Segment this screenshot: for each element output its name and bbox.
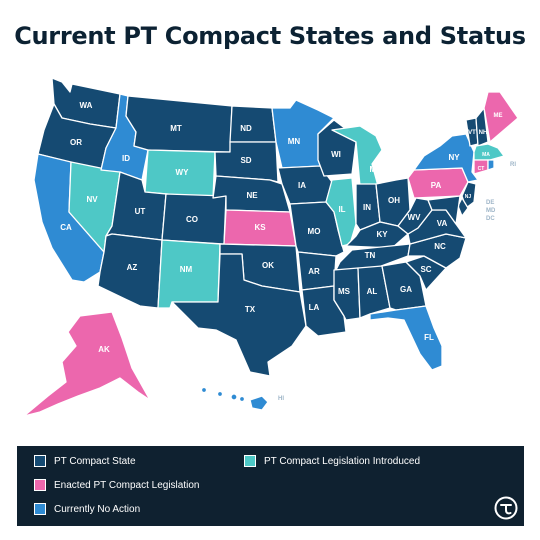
label-ga: GA — [400, 285, 412, 294]
legend-item-introduced: PT Compact Legislation Introduced — [244, 455, 420, 467]
label-il: IL — [338, 205, 345, 214]
state-hi-island-c[interactable] — [230, 393, 238, 401]
label-oh: OH — [388, 196, 400, 205]
label-nc: NC — [434, 242, 446, 251]
label-nv: NV — [86, 195, 98, 204]
legend-label-introduced: PT Compact Legislation Introduced — [264, 455, 421, 467]
state-il[interactable] — [325, 177, 357, 247]
state-md[interactable] — [427, 195, 461, 225]
state-ri[interactable] — [487, 159, 495, 171]
legend-swatch-enacted — [34, 479, 46, 491]
state-fl[interactable] — [369, 305, 443, 371]
state-me[interactable] — [483, 91, 519, 143]
label-az: AZ — [127, 263, 138, 272]
state-tx[interactable] — [171, 253, 307, 377]
label-wy: WY — [176, 168, 190, 177]
label-ks: KS — [254, 223, 266, 232]
state-sc[interactable] — [405, 255, 447, 291]
state-nd[interactable] — [229, 105, 277, 143]
state-hi-island-b[interactable] — [216, 390, 224, 398]
label-me: ME — [494, 113, 503, 119]
label-ne: NE — [246, 191, 258, 200]
legend-swatch-compact — [34, 455, 46, 467]
state-ak[interactable] — [23, 311, 151, 417]
label-al: AL — [367, 287, 378, 296]
label-nd: ND — [240, 124, 252, 133]
label-ar: AR — [308, 267, 320, 276]
label-ia: IA — [298, 181, 306, 190]
label-ma: MA — [482, 152, 490, 158]
legend-item-enacted: Enacted PT Compact Legislation — [34, 479, 199, 491]
label-mn: MN — [288, 137, 301, 146]
label-mt: MT — [170, 124, 182, 133]
label-va: VA — [437, 219, 448, 228]
label-tx: TX — [245, 305, 256, 314]
label-mo: MO — [308, 227, 321, 236]
legend-item-no-action: Currently No Action — [34, 503, 140, 515]
label-ms: MS — [338, 287, 351, 296]
legend-label-no-action: Currently No Action — [54, 503, 141, 515]
state-mi[interactable] — [331, 125, 383, 187]
label-fl: FL — [424, 333, 434, 342]
label-ky: KY — [376, 230, 388, 239]
label-ak: AK — [98, 345, 110, 354]
label-co: CO — [186, 215, 198, 224]
label-wv: WV — [408, 213, 422, 222]
label-hi: HI — [278, 396, 284, 402]
legend-label-enacted: Enacted PT Compact Legislation — [54, 479, 200, 491]
label-vt: VT — [468, 130, 476, 136]
label-id: ID — [122, 154, 130, 163]
label-ri: RI — [510, 162, 516, 168]
legend-label-compact: PT Compact State — [54, 455, 136, 467]
label-sc: SC — [420, 265, 431, 274]
label-sd: SD — [240, 156, 251, 165]
state-nh[interactable] — [475, 107, 489, 147]
state-nm[interactable] — [157, 239, 221, 309]
legend: PT Compact State PT Compact Legislation … — [17, 446, 524, 526]
label-wa: WA — [80, 101, 93, 110]
label-ny: NY — [448, 153, 460, 162]
label-ok: OK — [262, 261, 274, 270]
state-nj[interactable] — [461, 181, 477, 209]
label-pa: PA — [431, 181, 442, 190]
brand-logo-icon — [494, 496, 518, 520]
label-in: IN — [363, 203, 371, 212]
label-tn: TN — [365, 251, 376, 260]
label-dc: DC — [486, 216, 495, 222]
legend-swatch-no-action — [34, 503, 46, 515]
label-nm: NM — [180, 265, 193, 274]
state-hi[interactable] — [249, 395, 269, 411]
legend-item-compact: PT Compact State — [34, 455, 136, 467]
state-hi-island-a[interactable] — [200, 386, 208, 394]
label-wi: WI — [331, 150, 341, 159]
label-ut: UT — [135, 207, 146, 216]
us-map: WA OR CA NV ID MT WY UT AZ CO NM ND SD N… — [23, 77, 519, 417]
map-title: Current PT Compact States and Status — [14, 22, 526, 50]
label-or: OR — [70, 138, 82, 147]
label-ct: CT — [478, 166, 485, 172]
legend-swatch-introduced — [244, 455, 256, 467]
label-ca: CA — [60, 223, 72, 232]
label-la: LA — [309, 303, 320, 312]
label-mi: MI — [370, 165, 379, 174]
state-hi-island-d[interactable] — [238, 395, 246, 403]
label-de: DE — [486, 200, 494, 206]
label-nj: NJ — [465, 194, 472, 200]
state-al[interactable] — [357, 265, 391, 319]
label-nh: NH — [479, 130, 488, 136]
label-md: MD — [486, 208, 496, 214]
